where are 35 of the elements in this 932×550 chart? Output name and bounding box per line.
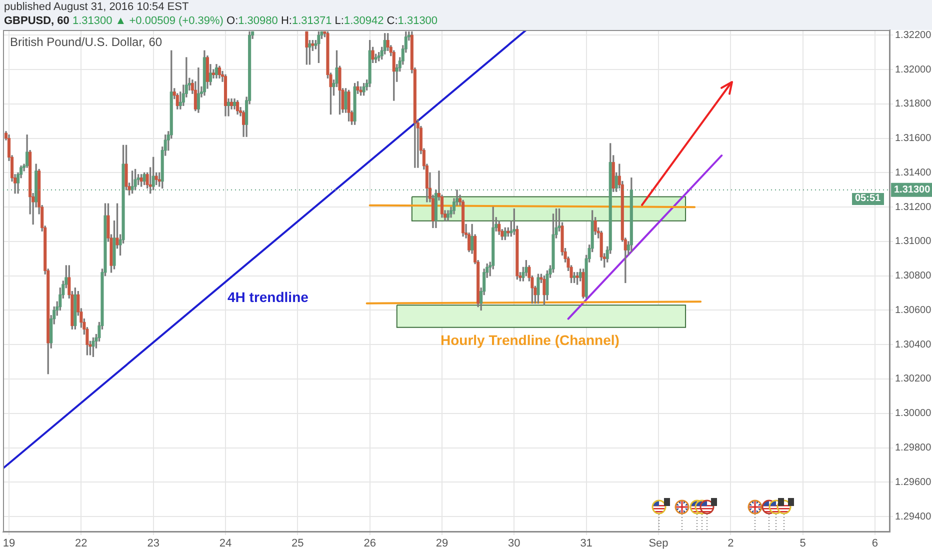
y-tick-label: 1.30600	[895, 304, 932, 316]
x-tick-label: 22	[75, 538, 88, 550]
annotation: 4H trendline	[228, 288, 308, 306]
x-tick-label: 29	[436, 538, 448, 550]
y-tick-label: 1.32000	[895, 64, 932, 76]
x-tick-label: 19	[2, 538, 16, 550]
y-tick-label: 1.31800	[895, 98, 932, 110]
annotation: 05:51	[852, 193, 884, 205]
x-tick-label: 25	[292, 538, 304, 550]
y-tick-label: 1.30200	[895, 374, 932, 385]
y-tick-label: 1.31600	[895, 133, 932, 144]
y-tick-label: 1.29800	[895, 442, 932, 454]
text: British Pound/U.S. Dollar, 60	[10, 35, 162, 50]
x-tick-label: 26	[364, 538, 376, 550]
annotation: Hourly Trendline (Channel)	[440, 332, 620, 348]
x-tick-label: 2	[728, 538, 734, 550]
x-tick-label: 30	[508, 538, 520, 550]
ref-line-label: 1.31300	[894, 184, 931, 196]
x-tick-label: 24	[219, 538, 232, 550]
x-tick-label: 5	[800, 538, 806, 550]
y-tick-label: 1.29600	[895, 476, 932, 488]
y-tick-label: 1.32200	[895, 30, 932, 41]
y-tick-label: 1.30000	[895, 408, 932, 420]
x-tick-label: Sep	[648, 538, 668, 550]
x-tick-label: 6	[872, 538, 878, 550]
x-tick-label: 23	[147, 538, 160, 550]
text: published August 31, 2016 10:54 EST	[4, 1, 189, 14]
y-tick-label: 1.30400	[895, 339, 932, 350]
y-tick-label: 1.31200	[895, 202, 932, 213]
y-tick-label: 1.31000	[895, 236, 932, 248]
text: GBPUSD, 60 1.31300 ▲ +0.00509 (+0.39%) O:1.30980 H:1.31371 L:1.30942 C:1.31300	[4, 15, 438, 27]
y-tick-label: 1.30800	[895, 270, 932, 282]
x-tick-label: 31	[580, 538, 592, 550]
y-tick-label: 1.31400	[895, 167, 932, 178]
y-tick-label: 1.29400	[895, 511, 932, 522]
